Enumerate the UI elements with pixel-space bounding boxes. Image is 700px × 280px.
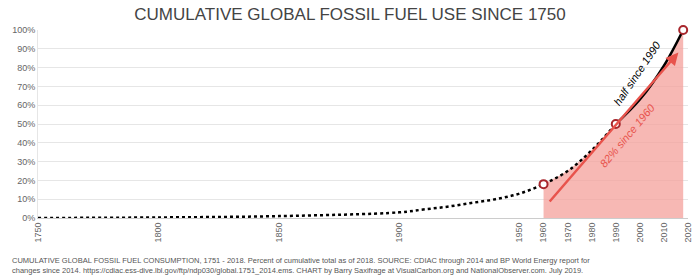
svg-text:2020: 2020 <box>683 223 693 243</box>
svg-text:0%: 0% <box>22 213 35 223</box>
svg-text:1850: 1850 <box>274 223 284 243</box>
svg-text:20%: 20% <box>17 176 35 186</box>
svg-text:1970: 1970 <box>563 223 573 243</box>
svg-text:90%: 90% <box>17 44 35 54</box>
svg-text:60%: 60% <box>17 100 35 110</box>
svg-text:70%: 70% <box>17 82 35 92</box>
svg-text:1990: 1990 <box>611 223 621 243</box>
svg-text:half since 1990: half since 1990 <box>611 39 663 108</box>
svg-text:10%: 10% <box>17 194 35 204</box>
svg-text:50%: 50% <box>17 119 35 129</box>
svg-text:CUMULATIVE GLOBAL FOSSIL FUEL: CUMULATIVE GLOBAL FOSSIL FUEL CONSUMPTIO… <box>12 256 590 275</box>
svg-text:30%: 30% <box>17 157 35 167</box>
svg-text:2000: 2000 <box>635 223 645 243</box>
svg-text:2010: 2010 <box>659 223 669 243</box>
svg-text:1900: 1900 <box>394 223 404 243</box>
svg-text:1750: 1750 <box>33 223 43 243</box>
svg-text:1980: 1980 <box>587 223 597 243</box>
svg-text:1950: 1950 <box>514 223 524 243</box>
svg-text:1960: 1960 <box>538 223 548 243</box>
svg-text:100%: 100% <box>12 25 35 35</box>
svg-text:40%: 40% <box>17 138 35 148</box>
svg-text:80%: 80% <box>17 63 35 73</box>
svg-text:CUMULATIVE GLOBAL FOSSIL FUEL: CUMULATIVE GLOBAL FOSSIL FUEL USE SINCE … <box>134 5 565 24</box>
svg-text:1800: 1800 <box>153 223 163 243</box>
svg-text:82% since 1960: 82% since 1960 <box>597 101 657 169</box>
